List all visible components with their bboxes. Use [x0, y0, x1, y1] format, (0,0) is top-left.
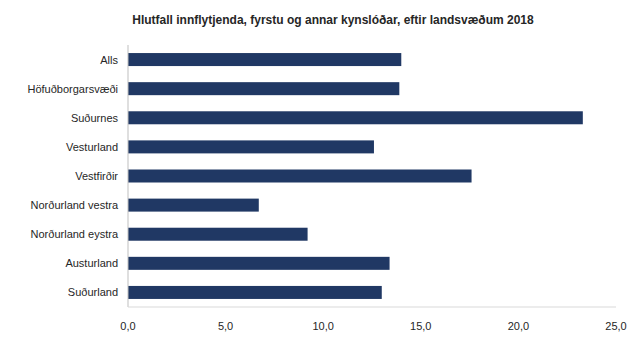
bar [128, 257, 390, 270]
bar [128, 286, 382, 299]
chart-container: Hlutfall innflytjenda, fyrstu og annar k… [0, 0, 642, 340]
bars [128, 53, 583, 299]
category-label: Suðurland [68, 286, 118, 298]
axis-line [128, 45, 129, 307]
bar [128, 53, 401, 66]
bar [128, 199, 259, 212]
category-label: Höfuðborgarsvæði [28, 83, 119, 95]
category-label: Norðurland eystra [31, 228, 119, 240]
chart: Hlutfall innflytjenda, fyrstu og annar k… [0, 0, 642, 340]
bar [128, 140, 374, 153]
tick-label: 5,0 [218, 320, 233, 332]
bar [128, 170, 472, 183]
category-label: Suðurnes [71, 112, 119, 124]
tick-label: 20,0 [508, 320, 529, 332]
bar [128, 82, 399, 95]
tick-label: 15,0 [410, 320, 431, 332]
category-label: Alls [100, 54, 118, 66]
category-label: Vesturland [66, 141, 118, 153]
bar [128, 111, 583, 124]
bar [128, 228, 308, 241]
title: Hlutfall innflytjenda, fyrstu og annar k… [132, 13, 534, 27]
category-label: Norðurland vestra [31, 199, 119, 211]
category-label: Austurland [65, 257, 118, 269]
category-label: Vestfirðir [75, 170, 118, 182]
tick-label: 10,0 [312, 320, 333, 332]
axis-line [128, 307, 616, 308]
tick-label: 25,0 [605, 320, 626, 332]
tick-label: 0,0 [120, 320, 135, 332]
